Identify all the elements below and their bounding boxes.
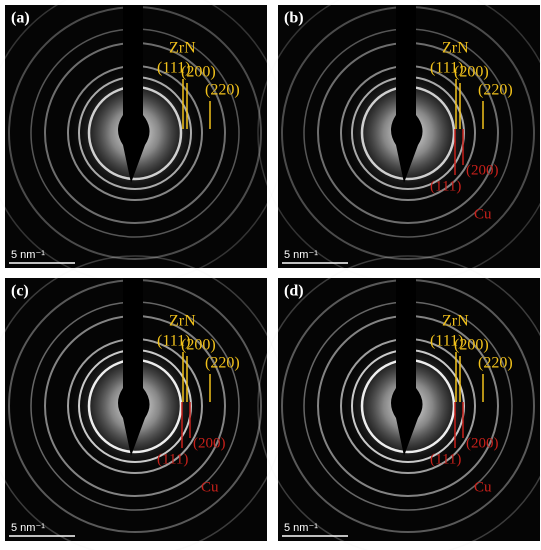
plane-label: (111) [157, 60, 190, 77]
panel-label: (c) [11, 283, 29, 300]
panel-label: (a) [11, 10, 30, 27]
beam-stopper [391, 5, 423, 183]
plane-label: (220) [205, 355, 240, 372]
cu-plane-label: (111) [157, 451, 188, 467]
plane-label: (200) [454, 337, 489, 354]
cu-plane-label: (111) [430, 451, 461, 467]
plane-label: (200) [454, 64, 489, 81]
cu-plane-label: (200) [193, 435, 226, 451]
plane-label: (220) [478, 82, 513, 99]
panel: (c)ZrN(111)(200)(220)(111)(200)Cu5 nm⁻¹ [0, 255, 286, 550]
panel: (d)ZrN(111)(200)(220)(111)(200)Cu5 nm⁻¹ [257, 255, 541, 550]
scale-label: 5 nm⁻¹ [11, 522, 45, 534]
cu-plane-label: (200) [466, 162, 499, 178]
plane-label: (220) [478, 355, 513, 372]
cu-plane-label: (200) [466, 435, 499, 451]
diffraction-ring [257, 255, 541, 550]
panel-label: (b) [284, 10, 304, 27]
plane-label: (111) [430, 333, 463, 350]
plane-label: (200) [181, 64, 216, 81]
beam-stopper [118, 278, 150, 456]
scale-label: 5 nm⁻¹ [284, 522, 318, 534]
cu-label: Cu [201, 479, 219, 495]
plane-label: (220) [205, 82, 240, 99]
phase-label: ZrN [442, 40, 469, 57]
plane-label: (111) [430, 60, 463, 77]
cu-plane-label: (111) [430, 178, 461, 194]
beam-stopper [391, 278, 423, 456]
plane-label: (111) [157, 333, 190, 350]
panel: (a) ZrN (111)(200)(220) 5 nm⁻¹ [0, 0, 286, 284]
phase-label: ZrN [169, 40, 196, 57]
cu-label: Cu [474, 479, 492, 495]
panel: (b)ZrN(111)(200)(220)(111)(200)Cu5 nm⁻¹ [257, 0, 541, 284]
phase-label: ZrN [442, 313, 469, 330]
plane-label: (200) [181, 337, 216, 354]
phase-label: ZrN [169, 313, 196, 330]
panel-label: (d) [284, 283, 304, 300]
scale-label: 5 nm⁻¹ [284, 249, 318, 261]
beam-stopper [118, 5, 150, 183]
scale-label: 5 nm⁻¹ [11, 249, 45, 261]
cu-label: Cu [474, 206, 492, 222]
